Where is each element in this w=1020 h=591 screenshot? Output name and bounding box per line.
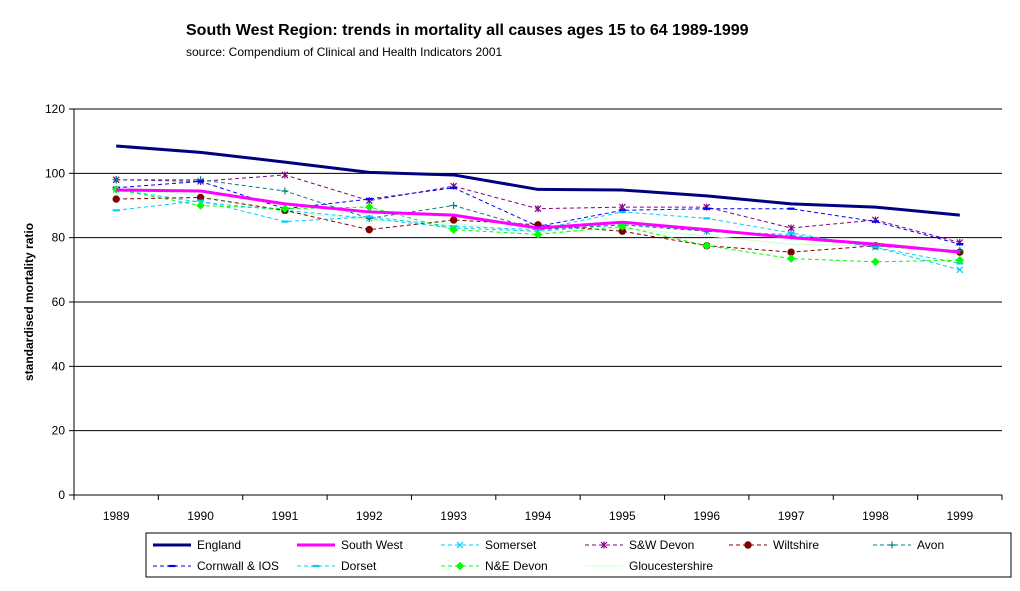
legend-label: England <box>197 538 241 552</box>
series-lines <box>111 144 965 274</box>
series-line-avon <box>116 179 960 252</box>
legend-label: Gloucestershire <box>629 559 713 573</box>
data-point-nande-devon <box>280 204 290 214</box>
legend-item-somerset: Somerset <box>441 538 537 552</box>
legend-label: Dorset <box>341 559 377 573</box>
legend-label: Wiltshire <box>773 538 819 552</box>
x-tick-label: 1990 <box>187 509 214 523</box>
y-tick-label: 120 <box>45 102 65 116</box>
chart-title: South West Region: trends in mortality a… <box>186 22 749 39</box>
y-tick-label: 20 <box>52 424 66 438</box>
legend-item-sandw-devon: S&W Devon <box>585 538 694 552</box>
data-point-sandw-devon <box>281 171 289 179</box>
y-tick-label: 100 <box>45 166 65 180</box>
data-point-nande-devon <box>364 202 374 212</box>
legend-label: South West <box>341 538 403 552</box>
data-point-nande-devon <box>786 254 796 263</box>
x-tick-label: 1995 <box>609 509 636 523</box>
x-tick-label: 1996 <box>693 509 720 523</box>
legend-item-avon: Avon <box>873 538 944 552</box>
legend-marker <box>744 541 752 549</box>
data-point-wiltshire <box>449 216 458 224</box>
data-point-avon <box>281 187 289 195</box>
data-point-nande-devon <box>449 225 458 234</box>
data-point-nande-devon <box>702 241 712 251</box>
series-south-west <box>116 188 960 254</box>
y-tick-label: 60 <box>52 295 66 309</box>
data-point-nande-devon <box>533 230 543 239</box>
legend-marker <box>455 561 465 571</box>
data-point-nande-devon <box>196 201 205 210</box>
legend-label: S&W Devon <box>629 538 694 552</box>
series-dorset <box>112 199 964 265</box>
data-point-nande-devon <box>955 255 965 265</box>
legend-item-cornwall-and-ios: Cornwall & IOS <box>153 559 279 573</box>
x-tick-label: 1999 <box>946 509 973 523</box>
series-england <box>116 144 960 217</box>
legend-marker <box>600 541 608 549</box>
legend-item-england: England <box>153 538 241 552</box>
x-tick-label: 1998 <box>862 509 889 523</box>
data-point-avon <box>450 202 458 209</box>
legend-item-wiltshire: Wiltshire <box>729 538 819 552</box>
gridlines <box>74 108 1002 432</box>
x-tick-label: 1994 <box>525 509 552 523</box>
chart-subtitle: source: Compendium of Clinical and Healt… <box>186 45 503 59</box>
axes: 0 20 40 60 80 100 120 1989 1990 1991 1992 1993 1994 1… <box>22 102 1003 523</box>
x-tick-label: 1993 <box>440 509 467 523</box>
x-tick-label: 1992 <box>356 509 383 523</box>
legend-marker <box>456 541 464 549</box>
series-line-nande-devon <box>116 188 960 263</box>
legend-label: Somerset <box>485 538 537 552</box>
legend-item-south-west: South West <box>297 538 403 552</box>
legend-label: Cornwall & IOS <box>197 559 279 573</box>
y-tick-label: 0 <box>58 488 65 502</box>
x-tick-label: 1989 <box>103 509 130 523</box>
legend-box <box>145 532 1012 578</box>
y-tick-label: 80 <box>52 231 66 245</box>
x-tick-label: 1997 <box>778 509 805 523</box>
y-axis-label: standardised mortality ratio <box>22 223 36 381</box>
legend-item-dorset: Dorset <box>297 559 377 573</box>
data-point-somerset <box>956 266 964 274</box>
data-point-nande-devon <box>618 222 627 231</box>
series-line-south-west <box>116 188 960 254</box>
legend-marker <box>888 541 896 549</box>
data-point-avon <box>112 176 120 184</box>
data-point-nande-devon <box>871 257 880 267</box>
legend: England South West Somerset S&W Devon Wiltsh… <box>145 532 1012 578</box>
series-line-england <box>116 144 960 217</box>
data-point-sandw-devon <box>534 205 542 213</box>
data-point-wiltshire <box>365 225 373 234</box>
series-line-wiltshire <box>116 196 960 253</box>
data-point-sandw-devon <box>787 224 795 232</box>
data-point-wiltshire <box>112 195 120 203</box>
legend-label: Avon <box>917 538 944 552</box>
legend-item-gloucestershire: Gloucestershire <box>585 559 713 573</box>
legend-label: N&E Devon <box>485 559 548 573</box>
series-line-dorset <box>116 200 960 264</box>
y-tick-label: 40 <box>52 359 66 373</box>
x-tick-label: 1991 <box>272 509 299 523</box>
legend-item-nande-devon: N&E Devon <box>441 559 548 573</box>
